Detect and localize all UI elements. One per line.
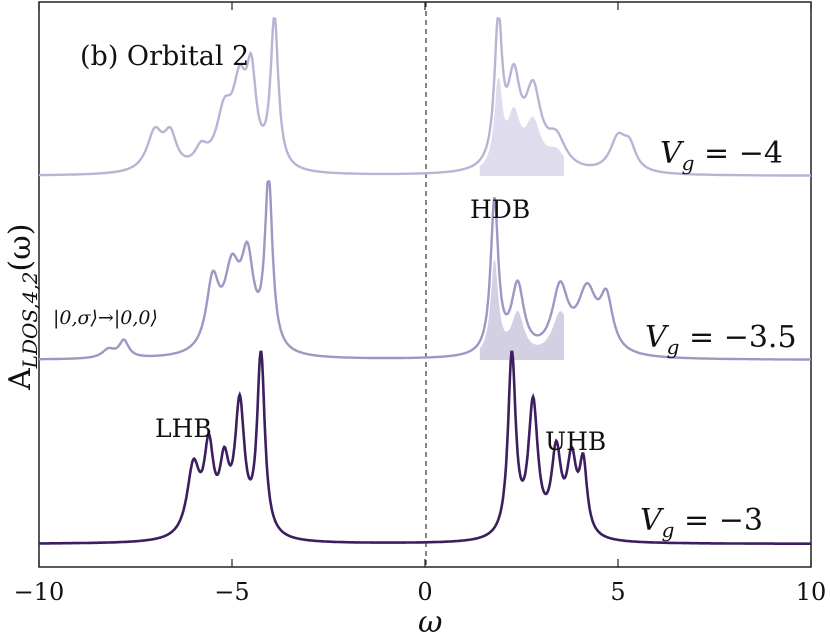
svg-text:Vg = −3.5: Vg = −3.5 [645, 320, 797, 359]
vg-3-sub: g [662, 518, 675, 542]
series-label-vg-3-5: Vg = −3.5 [645, 320, 797, 359]
series-label-vg-3: Vg = −3 [640, 503, 763, 542]
plot-frame [38, 1, 812, 568]
series-line-1 [39, 180, 811, 361]
y-axis-arg: (ω) [3, 224, 38, 272]
y-axis-title: ALDOS,4,2(ω) [3, 224, 42, 391]
x-tick-label: −5 [214, 578, 249, 606]
panel-label: (b) Orbital 2 [80, 41, 249, 72]
x-tick-label: 10 [796, 578, 827, 606]
svg-text:Vg = −3: Vg = −3 [640, 503, 763, 542]
vg-3-rest: = −3 [674, 503, 762, 538]
svg-text:ALDOS,4,2(ω): ALDOS,4,2(ω) [3, 224, 42, 391]
vg-3-5-sub: g [667, 335, 680, 359]
y-axis-sub: LDOS,4,2 [18, 271, 42, 369]
lhb-label: LHB [155, 414, 212, 443]
series-layer [39, 17, 811, 545]
svg-text:Vg = −4: Vg = −4 [660, 136, 783, 175]
series-fill-1 [479, 259, 564, 360]
series-label-vg-4: Vg = −4 [660, 136, 783, 175]
transition-label: |0,σ⟩→|0,0⟩ [53, 307, 158, 329]
x-tick-label: −10 [14, 578, 65, 606]
series-line-0 [39, 17, 811, 177]
hdb-label: HDB [470, 195, 530, 224]
vg-3-symbol: V [640, 503, 665, 538]
x-axis-title: ω [418, 605, 442, 640]
vg-4-sub: g [682, 151, 695, 175]
x-tick-label: 0 [417, 578, 432, 606]
series-fill-0 [479, 78, 564, 176]
x-ticks: −10 −5 0 5 10 [14, 2, 827, 606]
uhb-label: UHB [545, 427, 606, 456]
vg-4-symbol: V [660, 136, 685, 171]
y-axis-symbol: A [3, 368, 38, 391]
x-tick-label: 5 [610, 578, 625, 606]
series-line-2 [39, 350, 811, 545]
vg-3-5-rest: = −3.5 [679, 320, 796, 355]
vg-3-5-symbol: V [645, 320, 670, 355]
vg-4-rest: = −4 [694, 136, 782, 171]
